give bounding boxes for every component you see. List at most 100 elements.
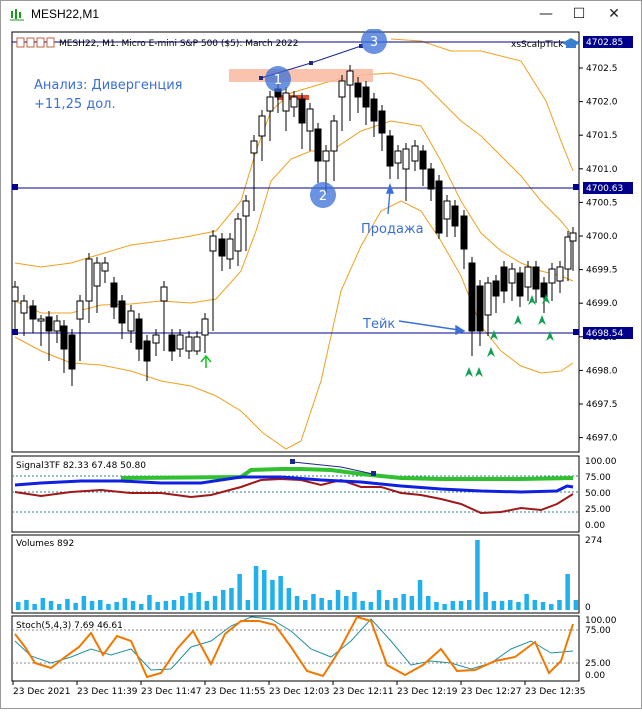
- main-price-panel[interactable]: 1 2 3 Анализ: Дивергенция +11,25 дол. Пр…: [11, 28, 633, 453]
- volume-bar: [253, 566, 259, 610]
- volume-bar: [376, 590, 382, 610]
- volume-bar: [122, 598, 128, 610]
- chart-window-icon: [10, 9, 24, 21]
- candle-bull: [93, 262, 101, 287]
- volume-bar: [40, 598, 46, 610]
- candle-bull: [548, 268, 556, 284]
- volume-bar: [237, 574, 242, 610]
- candle-bear: [218, 238, 226, 257]
- volume-bar: [171, 600, 177, 610]
- volume-bar: [163, 601, 169, 610]
- candle-bear: [60, 325, 68, 350]
- signal-line-red: [14, 477, 574, 515]
- price-tick-label: 4702.0: [586, 98, 618, 108]
- candles[interactable]: [11, 65, 577, 386]
- candle-bull: [443, 200, 451, 220]
- volume-bar: [196, 592, 201, 610]
- candle-bear: [45, 316, 53, 332]
- price-tag-low-text: 4698.54: [586, 329, 623, 339]
- volume-bar: [508, 600, 513, 610]
- time-tick-label: 23 Dec 12:03: [269, 687, 330, 697]
- volume-bar: [393, 598, 398, 610]
- marker-1[interactable]: 1: [265, 66, 291, 92]
- candle-bull: [524, 266, 532, 288]
- volume-bar: [549, 604, 554, 610]
- candle-bear: [314, 128, 322, 162]
- bollinger-bands: [14, 38, 574, 450]
- divergence-zone[interactable]: [229, 69, 373, 82]
- volume-bar: [467, 600, 472, 610]
- price-tick-label: 4698.0: [586, 366, 618, 376]
- maximize-button[interactable]: ☐: [572, 6, 586, 22]
- candle-bull: [266, 96, 274, 112]
- time-tick-label: 23 Dec 12:11: [333, 687, 394, 697]
- volume-bar: [368, 602, 374, 610]
- candle-bull: [402, 148, 410, 170]
- marker-2[interactable]: 2: [310, 182, 336, 208]
- candle-bear: [110, 282, 118, 308]
- minimize-button[interactable]: —: [539, 6, 553, 22]
- price-tag-mid-text: 4700.63: [586, 184, 623, 194]
- candle-bear: [143, 340, 151, 362]
- candle-bull: [411, 145, 419, 162]
- volume-bar: [344, 596, 349, 610]
- volume-bar: [532, 600, 538, 610]
- stoch-tick-label: 0.00: [585, 671, 605, 681]
- candle-bull: [330, 120, 338, 152]
- time-tick-label: 23 Dec 12:35: [525, 687, 586, 697]
- volume-bar: [352, 592, 357, 610]
- candle-bull: [193, 336, 201, 352]
- price-tag-top-text: 4702.85: [586, 38, 623, 48]
- volume-header: Volumes 892: [16, 539, 74, 549]
- close-button[interactable]: ✕: [608, 6, 620, 22]
- candle-bear: [468, 262, 476, 332]
- candle-bull: [564, 236, 572, 270]
- signal-axis: 100.00 75.00 50.00 25.00 0.00: [585, 457, 617, 531]
- candle-bull: [127, 310, 135, 332]
- candle-bull: [242, 200, 250, 217]
- stoch-tick-label: 75.00: [585, 626, 611, 636]
- volume-bar: [155, 602, 160, 610]
- band-middle: [14, 120, 574, 314]
- volume-bar: [278, 576, 283, 610]
- candle-bull: [20, 300, 28, 314]
- candle-bear: [435, 180, 443, 234]
- chart-canvas[interactable]: 1 2 3 Анализ: Дивергенция +11,25 дол. Пр…: [1, 28, 641, 708]
- price-tick-label: 4701.0: [586, 165, 618, 175]
- volume-bar: [188, 593, 193, 610]
- volume-bar: [426, 596, 431, 610]
- trade-arrows: [465, 294, 554, 377]
- candle-bull: [394, 150, 402, 164]
- candle-bull: [53, 320, 61, 332]
- volume-bar: [294, 596, 300, 610]
- chart-area[interactable]: 1 2 3 Анализ: Дивергенция +11,25 дол. Пр…: [1, 28, 641, 708]
- candle-bear: [370, 98, 378, 122]
- candle-bear: [532, 266, 540, 290]
- volume-bar: [147, 595, 152, 610]
- time-tick-label: 23 Dec 11:39: [77, 687, 138, 697]
- volume-bar: [442, 604, 447, 610]
- volume-bar: [475, 540, 480, 610]
- marker-3-label: 3: [370, 35, 378, 50]
- volume-bar: [65, 599, 70, 610]
- candle-bear: [427, 168, 435, 190]
- buy-signal-arrow: [200, 354, 212, 368]
- expert-label: xsScalpTick: [511, 40, 564, 50]
- stoch-header: Stoch(5,4,3) 7.69 46.61: [16, 621, 123, 631]
- title-bar[interactable]: MESH22,M1 — ☐ ✕: [1, 1, 641, 28]
- signal-panel[interactable]: Signal3TF 82.33 67.48 50.80 100.00 75.00 5…: [11, 455, 617, 533]
- annotation-analysis: Анализ: Дивергенция: [34, 78, 183, 93]
- time-tick-label: 23 Dec 12:27: [461, 687, 522, 697]
- marker-3[interactable]: 3: [361, 28, 387, 54]
- candle-bear: [29, 305, 37, 320]
- volume-panel[interactable]: Volumes 892 274 0: [11, 534, 602, 614]
- candle-bear: [516, 272, 524, 297]
- label-take: Тейк: [362, 317, 395, 332]
- volume-bar: [565, 574, 570, 610]
- candle-bull: [85, 258, 93, 302]
- marker-2-label: 2: [319, 189, 327, 204]
- candle-bull: [322, 150, 330, 162]
- price-axis: 4702.5 4702.0 4701.5 4701.0 4700.5 4700.0 4699…: [579, 64, 618, 444]
